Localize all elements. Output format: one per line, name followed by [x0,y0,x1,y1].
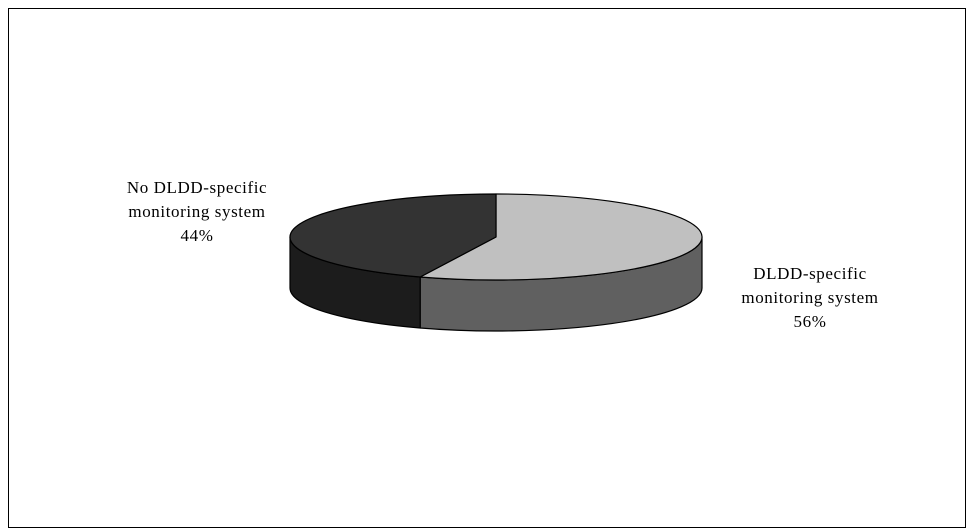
slice-name-line-2: monitoring system [128,202,266,221]
slice-percentage: 44% [180,226,214,245]
pie-chart [289,193,703,332]
slice-label-no-dldd-specific: No DLDD-specific monitoring system 44% [82,176,312,248]
slice-label-dldd-specific: DLDD-specific monitoring system 56% [690,262,930,334]
slice-name-line-2: monitoring system [741,288,879,307]
pie-slice-top-1 [289,193,497,278]
slice-name-line-1: No DLDD-specific [126,178,268,197]
slice-name-line-1: DLDD-specific [753,264,867,283]
pie-slice-top-0 [419,193,703,281]
slice-percentage: 56% [793,312,827,331]
